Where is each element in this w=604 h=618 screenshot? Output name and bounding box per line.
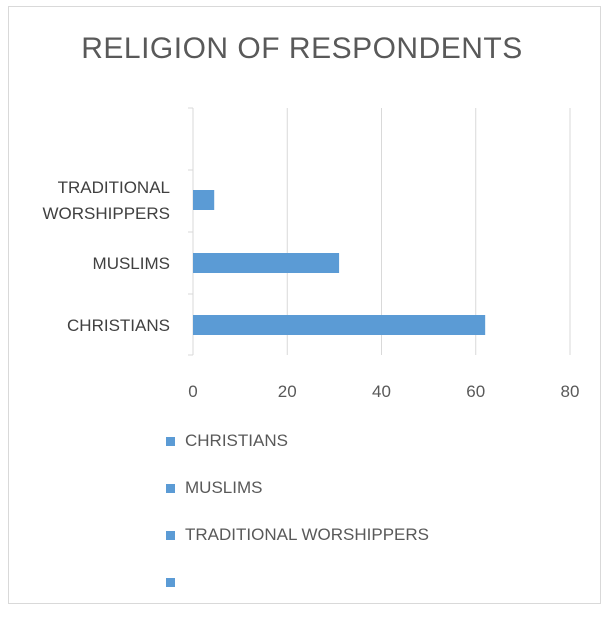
legend-item (166, 571, 429, 593)
x-tick-label: 40 (372, 382, 391, 401)
legend-swatch (166, 483, 175, 493)
category-label: TRADITIONAL (58, 178, 170, 197)
legend-item: MUSLIMS (166, 477, 429, 499)
bar-christians (193, 315, 486, 335)
category-label: WORSHIPPERS (42, 204, 170, 223)
category-labels: CHRISTIANS MUSLIMS TRADITIONAL WORSHIPPERS (42, 178, 170, 335)
x-tick-labels: 0 20 40 60 80 (188, 382, 579, 401)
category-label: CHRISTIANS (67, 316, 170, 335)
x-tick-label: 60 (466, 382, 485, 401)
legend-swatch (166, 530, 175, 540)
legend-item: TRADITIONAL WORSHIPPERS (166, 524, 429, 546)
category-label: MUSLIMS (93, 254, 170, 273)
bar-series (193, 190, 486, 335)
legend-label: TRADITIONAL WORSHIPPERS (185, 525, 430, 544)
legend-swatch (166, 577, 175, 587)
legend: CHRISTIANS MUSLIMS TRADITIONAL WORSHIPPERS (166, 430, 429, 618)
gridlines (286, 108, 571, 355)
legend-label: CHRISTIANS (185, 431, 288, 450)
category-axis (188, 107, 194, 356)
legend-label: MUSLIMS (185, 478, 263, 497)
x-tick-label: 0 (188, 382, 197, 401)
legend-swatch (166, 436, 175, 446)
chart-title: RELIGION OF RESPONDENTS (81, 32, 523, 65)
bar-traditional-worshippers (193, 190, 215, 210)
chart-frame (8, 6, 601, 604)
x-tick-label: 80 (561, 382, 580, 401)
bar-muslims (193, 253, 340, 273)
legend-item: CHRISTIANS (166, 430, 429, 452)
x-tick-label: 20 (278, 382, 297, 401)
